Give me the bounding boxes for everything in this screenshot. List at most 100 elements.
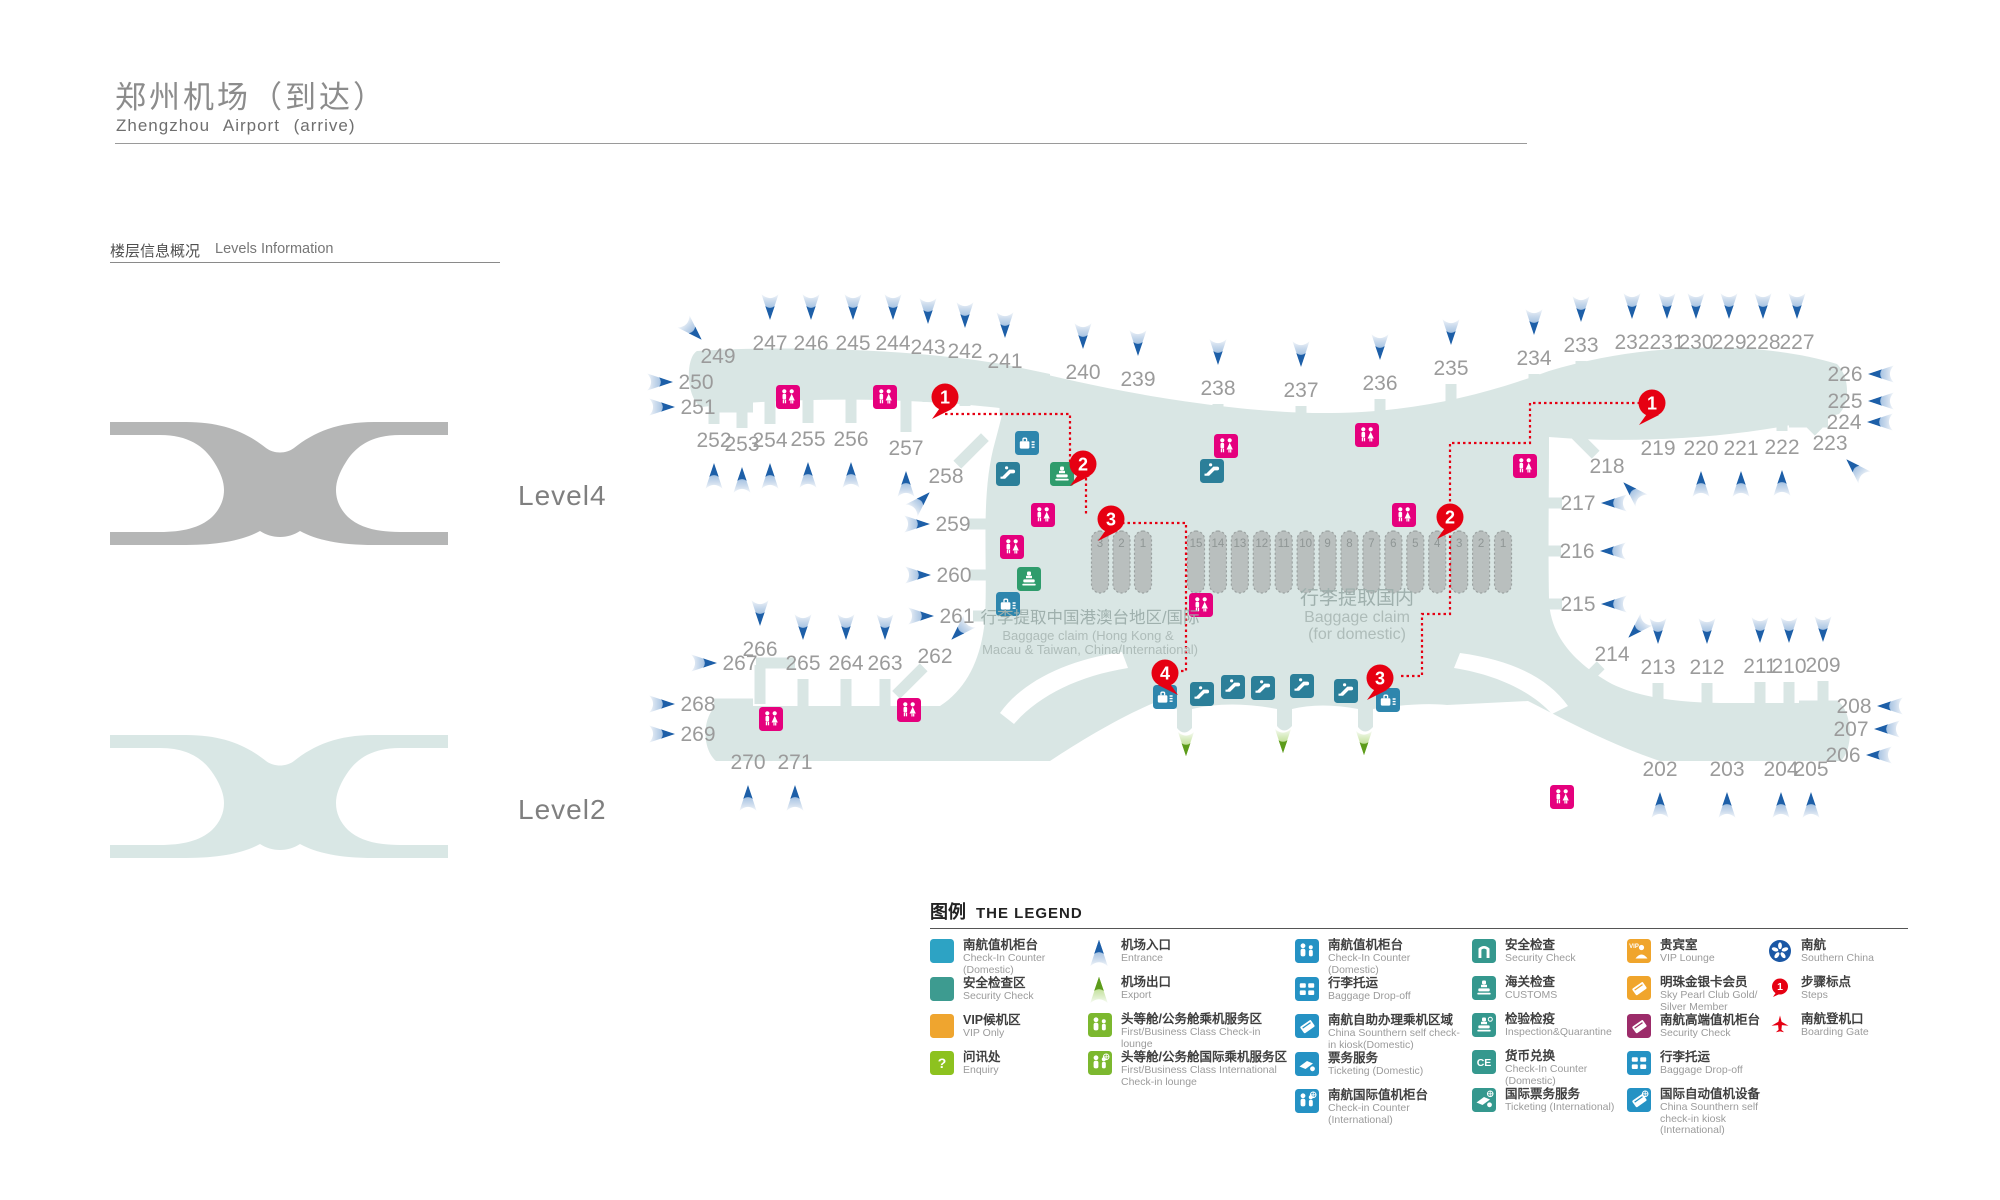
- gate-arrow-226: [1868, 365, 1894, 383]
- people-globe-green-icon: [1088, 1051, 1112, 1080]
- svg-text:2: 2: [1078, 455, 1088, 475]
- gate-label-222: 222: [1764, 436, 1799, 459]
- gate-arrow-246: [802, 294, 820, 320]
- carousel-2: [1112, 530, 1131, 594]
- gate-label-241: 241: [987, 350, 1022, 373]
- gate-label-232: 232: [1614, 331, 1649, 354]
- gate-label-221: 221: [1723, 437, 1758, 460]
- carousel-label: 4: [1434, 538, 1441, 550]
- gate-arrow-259: [904, 515, 930, 533]
- gate-arrow-247: [761, 294, 779, 320]
- gate-label-258: 258: [928, 465, 963, 488]
- legend-label-zh: 安全检查区: [963, 976, 1026, 990]
- gate-label-205: 205: [1793, 758, 1828, 781]
- gate-label-226: 226: [1827, 363, 1862, 386]
- gate-label-208: 208: [1836, 695, 1871, 718]
- legend-label-en: First/Business Class International Check…: [1121, 1064, 1277, 1088]
- legend-label-zh: 南航自助办理乘机区域: [1328, 1013, 1454, 1027]
- section-rule: [110, 262, 500, 263]
- carousel-label: 3: [1456, 538, 1462, 550]
- gate-stub-262: [892, 663, 928, 699]
- carousel-14: [1208, 530, 1228, 594]
- gate-label-245: 245: [835, 332, 870, 355]
- legend-label-en: Entrance: [1121, 952, 1164, 964]
- gate-label-210: 210: [1771, 655, 1806, 678]
- kiosk-globe-blue-icon: [1627, 1088, 1651, 1117]
- gate-arrow-206: [1866, 746, 1892, 764]
- legend-label-en: Boarding Gate: [1801, 1026, 1869, 1038]
- gate-stub-223: [1787, 400, 1823, 436]
- svg-text:CE: CE: [1477, 1057, 1492, 1069]
- step-marker-3: 3: [1366, 664, 1394, 700]
- gate-label-225: 225: [1827, 390, 1862, 413]
- svg-text:4: 4: [1160, 664, 1170, 684]
- gate-arrow-209: [1814, 616, 1832, 642]
- restroom-icon: [1189, 593, 1213, 617]
- customs-icon: [1050, 462, 1074, 486]
- step-marker-1: 1: [931, 383, 959, 419]
- gate-arrow-237: [1292, 341, 1310, 367]
- carousel-5: [1406, 530, 1425, 594]
- legend-item: 1 步骤标点 Steps: [1768, 975, 1896, 1012]
- escalator-icon: [1290, 674, 1314, 698]
- gate-arrow-210: [1780, 617, 1798, 643]
- gate-arrow-244: [884, 294, 902, 320]
- gate-label-262: 262: [917, 645, 952, 668]
- step-marker-3: 3: [1097, 505, 1125, 541]
- restroom-icon: [1550, 785, 1574, 809]
- legend-label-zh: 南航值机柜台: [963, 938, 1039, 952]
- legend-label-en: Ticketing (Domestic): [1328, 1065, 1424, 1077]
- legend-label-en: CUSTOMS: [1505, 989, 1558, 1001]
- page-title-zh: 郑州机场（到达）: [115, 80, 387, 115]
- legend-label-en: Baggage Drop-off: [1328, 990, 1411, 1002]
- carousel-label: 2: [1118, 538, 1124, 550]
- legend-label-zh: VIP候机区: [963, 1013, 1021, 1027]
- gate-arrow-271: [786, 785, 804, 811]
- restroom-icon: [1392, 503, 1416, 527]
- gate-arrow-263: [876, 614, 894, 640]
- gate-label-250: 250: [678, 371, 713, 394]
- gate-arrow-266: [751, 600, 769, 626]
- legend-column-3: 南航值机柜台 Check-In Counter (Domestic) 行李托运 Bag…: [1295, 938, 1463, 1126]
- badge1-icon: 1: [1768, 976, 1792, 1005]
- carousel-label: 1: [1500, 538, 1506, 550]
- legend-label-zh: 行李托运: [1328, 976, 1379, 990]
- sq-teal-icon: [930, 977, 954, 1006]
- gate-arrow-214: [1622, 613, 1653, 644]
- gate-label-231: 231: [1649, 331, 1684, 354]
- gate-arrow-234: [1525, 309, 1543, 335]
- carousel-label: 3: [1097, 538, 1103, 550]
- escalator-icon: [996, 462, 1020, 486]
- escalator-icon: [1200, 459, 1224, 483]
- legend-label-zh: 国际票务服务: [1505, 1087, 1581, 1101]
- carousel-10: [1296, 530, 1315, 594]
- legend-label-en: Security Check: [963, 990, 1034, 1002]
- gate-stub-218: [1564, 423, 1600, 459]
- legend-label-zh: 行李托运: [1660, 1050, 1711, 1064]
- gate-label-209: 209: [1805, 654, 1840, 677]
- gate-arrow-245: [844, 294, 862, 320]
- legend-item: 头等舱/公务舱国际乘机服务区 First/Business Class Inter…: [1088, 1050, 1288, 1088]
- legend-label-zh: 安全检查: [1505, 938, 1556, 952]
- gate-arrow-215: [1601, 595, 1627, 613]
- gate-label-214: 214: [1594, 643, 1629, 666]
- carousel-label: 9: [1324, 538, 1330, 550]
- gate-arrow-217: [1601, 494, 1627, 512]
- carousel-1: [1133, 530, 1153, 594]
- escalator-icon: [1334, 679, 1358, 703]
- exit-arrow: [1178, 732, 1194, 756]
- gate-arrow-208: [1877, 697, 1903, 715]
- claim-intl-en1: Baggage claim (Hong Kong &: [1002, 628, 1174, 643]
- legend-item: CE 货币兑换 Check-In Counter (Domestic): [1472, 1049, 1620, 1087]
- legend-label-zh: 明珠金银卡会员: [1660, 975, 1748, 989]
- baggage-icon: [996, 592, 1020, 616]
- legend-item: 南航值机柜台 Check-In Counter (Domestic): [1295, 938, 1463, 976]
- svg-text:2: 2: [1445, 508, 1455, 528]
- gate-label-213: 213: [1640, 656, 1675, 679]
- legend-item: 票务服务 Ticketing (Domestic): [1295, 1051, 1463, 1088]
- gate-arrow-224: [1867, 413, 1893, 431]
- carousel-13: [1230, 530, 1249, 594]
- gate-arrow-202: [1651, 792, 1669, 818]
